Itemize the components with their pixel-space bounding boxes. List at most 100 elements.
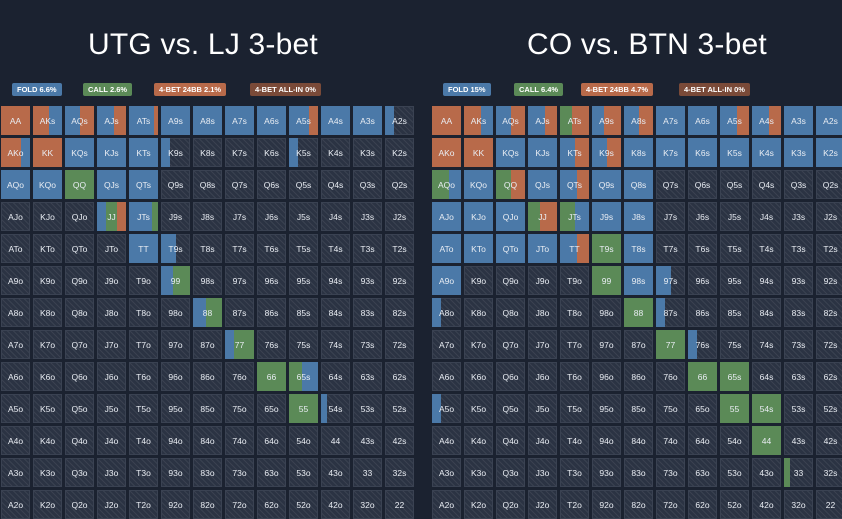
hand-cell-A5s[interactable]: A5s — [720, 106, 749, 135]
hand-cell-A8o[interactable]: A8o — [1, 298, 30, 327]
hand-cell-JTo[interactable]: JTo — [528, 234, 557, 263]
hand-cell-KQs[interactable]: KQs — [65, 138, 94, 167]
hand-cell-Q6s[interactable]: Q6s — [257, 170, 286, 199]
hand-cell-J3o[interactable]: J3o — [528, 458, 557, 487]
hand-cell-55[interactable]: 55 — [289, 394, 318, 423]
hand-cell-AKo[interactable]: AKo — [432, 138, 461, 167]
hand-cell-Q3o[interactable]: Q3o — [496, 458, 525, 487]
hand-cell-96s[interactable]: 96s — [688, 266, 717, 295]
hand-cell-AQo[interactable]: AQo — [432, 170, 461, 199]
hand-cell-A4o[interactable]: A4o — [1, 426, 30, 455]
hand-cell-K4o[interactable]: K4o — [464, 426, 493, 455]
hand-cell-65o[interactable]: 65o — [257, 394, 286, 423]
hand-cell-J9s[interactable]: J9s — [161, 202, 190, 231]
hand-cell-T2s[interactable]: T2s — [385, 234, 414, 263]
hand-cell-Q4o[interactable]: Q4o — [496, 426, 525, 455]
hand-cell-42o[interactable]: 42o — [321, 490, 350, 519]
hand-cell-65o[interactable]: 65o — [688, 394, 717, 423]
hand-cell-97o[interactable]: 97o — [592, 330, 621, 359]
hand-cell-77[interactable]: 77 — [225, 330, 254, 359]
hand-cell-82s[interactable]: 82s — [385, 298, 414, 327]
hand-cell-Q4s[interactable]: Q4s — [752, 170, 781, 199]
hand-cell-73o[interactable]: 73o — [656, 458, 685, 487]
hand-cell-K9o[interactable]: K9o — [464, 266, 493, 295]
hand-cell-A6o[interactable]: A6o — [1, 362, 30, 391]
hand-cell-95o[interactable]: 95o — [592, 394, 621, 423]
hand-cell-Q6o[interactable]: Q6o — [65, 362, 94, 391]
hand-cell-T4o[interactable]: T4o — [129, 426, 158, 455]
hand-cell-K4s[interactable]: K4s — [321, 138, 350, 167]
hand-cell-Q2o[interactable]: Q2o — [65, 490, 94, 519]
hand-cell-42s[interactable]: 42s — [816, 426, 842, 455]
hand-cell-65s[interactable]: 65s — [289, 362, 318, 391]
hand-cell-J3s[interactable]: J3s — [353, 202, 382, 231]
hand-cell-42o[interactable]: 42o — [752, 490, 781, 519]
hand-cell-74o[interactable]: 74o — [656, 426, 685, 455]
hand-cell-Q9o[interactable]: Q9o — [496, 266, 525, 295]
hand-cell-22[interactable]: 22 — [385, 490, 414, 519]
hand-cell-98o[interactable]: 98o — [592, 298, 621, 327]
hand-cell-Q6s[interactable]: Q6s — [688, 170, 717, 199]
hand-cell-Q8s[interactable]: Q8s — [624, 170, 653, 199]
hand-cell-Q9s[interactable]: Q9s — [592, 170, 621, 199]
hand-cell-82o[interactable]: 82o — [193, 490, 222, 519]
hand-cell-K5o[interactable]: K5o — [33, 394, 62, 423]
hand-cell-A7o[interactable]: A7o — [1, 330, 30, 359]
hand-cell-A3o[interactable]: A3o — [432, 458, 461, 487]
hand-cell-Q3s[interactable]: Q3s — [784, 170, 813, 199]
hand-cell-96o[interactable]: 96o — [592, 362, 621, 391]
hand-cell-J6s[interactable]: J6s — [688, 202, 717, 231]
hand-cell-85s[interactable]: 85s — [720, 298, 749, 327]
hand-cell-T7o[interactable]: T7o — [129, 330, 158, 359]
hand-cell-J8s[interactable]: J8s — [624, 202, 653, 231]
hand-cell-62o[interactable]: 62o — [688, 490, 717, 519]
hand-cell-J3s[interactable]: J3s — [784, 202, 813, 231]
hand-cell-AKs[interactable]: AKs — [33, 106, 62, 135]
hand-cell-54s[interactable]: 54s — [321, 394, 350, 423]
hand-cell-J6s[interactable]: J6s — [257, 202, 286, 231]
hand-cell-K6s[interactable]: K6s — [688, 138, 717, 167]
hand-cell-A6s[interactable]: A6s — [688, 106, 717, 135]
hand-cell-Q8o[interactable]: Q8o — [496, 298, 525, 327]
hand-cell-J8s[interactable]: J8s — [193, 202, 222, 231]
hand-cell-A3o[interactable]: A3o — [1, 458, 30, 487]
hand-cell-53o[interactable]: 53o — [720, 458, 749, 487]
hand-cell-94o[interactable]: 94o — [592, 426, 621, 455]
hand-cell-93s[interactable]: 93s — [353, 266, 382, 295]
hand-cell-85o[interactable]: 85o — [624, 394, 653, 423]
hand-cell-Q7s[interactable]: Q7s — [656, 170, 685, 199]
hand-cell-74o[interactable]: 74o — [225, 426, 254, 455]
hand-cell-Q3s[interactable]: Q3s — [353, 170, 382, 199]
hand-cell-T4o[interactable]: T4o — [560, 426, 589, 455]
hand-cell-T4s[interactable]: T4s — [321, 234, 350, 263]
hand-cell-QTs[interactable]: QTs — [129, 170, 158, 199]
hand-cell-75o[interactable]: 75o — [656, 394, 685, 423]
hand-cell-72s[interactable]: 72s — [385, 330, 414, 359]
hand-cell-A9s[interactable]: A9s — [161, 106, 190, 135]
hand-cell-JJ[interactable]: JJ — [528, 202, 557, 231]
hand-cell-33[interactable]: 33 — [353, 458, 382, 487]
hand-cell-K7s[interactable]: K7s — [225, 138, 254, 167]
hand-cell-K4o[interactable]: K4o — [33, 426, 62, 455]
hand-cell-K6o[interactable]: K6o — [464, 362, 493, 391]
hand-cell-KK[interactable]: KK — [33, 138, 62, 167]
hand-cell-43o[interactable]: 43o — [321, 458, 350, 487]
hand-cell-J6o[interactable]: J6o — [97, 362, 126, 391]
hand-cell-J6o[interactable]: J6o — [528, 362, 557, 391]
hand-cell-K9o[interactable]: K9o — [33, 266, 62, 295]
hand-cell-QTs[interactable]: QTs — [560, 170, 589, 199]
hand-cell-A9s[interactable]: A9s — [592, 106, 621, 135]
hand-cell-85s[interactable]: 85s — [289, 298, 318, 327]
hand-cell-76s[interactable]: 76s — [257, 330, 286, 359]
hand-cell-87s[interactable]: 87s — [656, 298, 685, 327]
hand-cell-A8o[interactable]: A8o — [432, 298, 461, 327]
hand-cell-J4s[interactable]: J4s — [752, 202, 781, 231]
hand-cell-52o[interactable]: 52o — [720, 490, 749, 519]
hand-cell-K8s[interactable]: K8s — [193, 138, 222, 167]
hand-cell-A9o[interactable]: A9o — [1, 266, 30, 295]
hand-cell-63s[interactable]: 63s — [353, 362, 382, 391]
hand-cell-A7s[interactable]: A7s — [656, 106, 685, 135]
hand-cell-T9s[interactable]: T9s — [592, 234, 621, 263]
hand-cell-Q2s[interactable]: Q2s — [816, 170, 842, 199]
hand-cell-ATs[interactable]: ATs — [129, 106, 158, 135]
